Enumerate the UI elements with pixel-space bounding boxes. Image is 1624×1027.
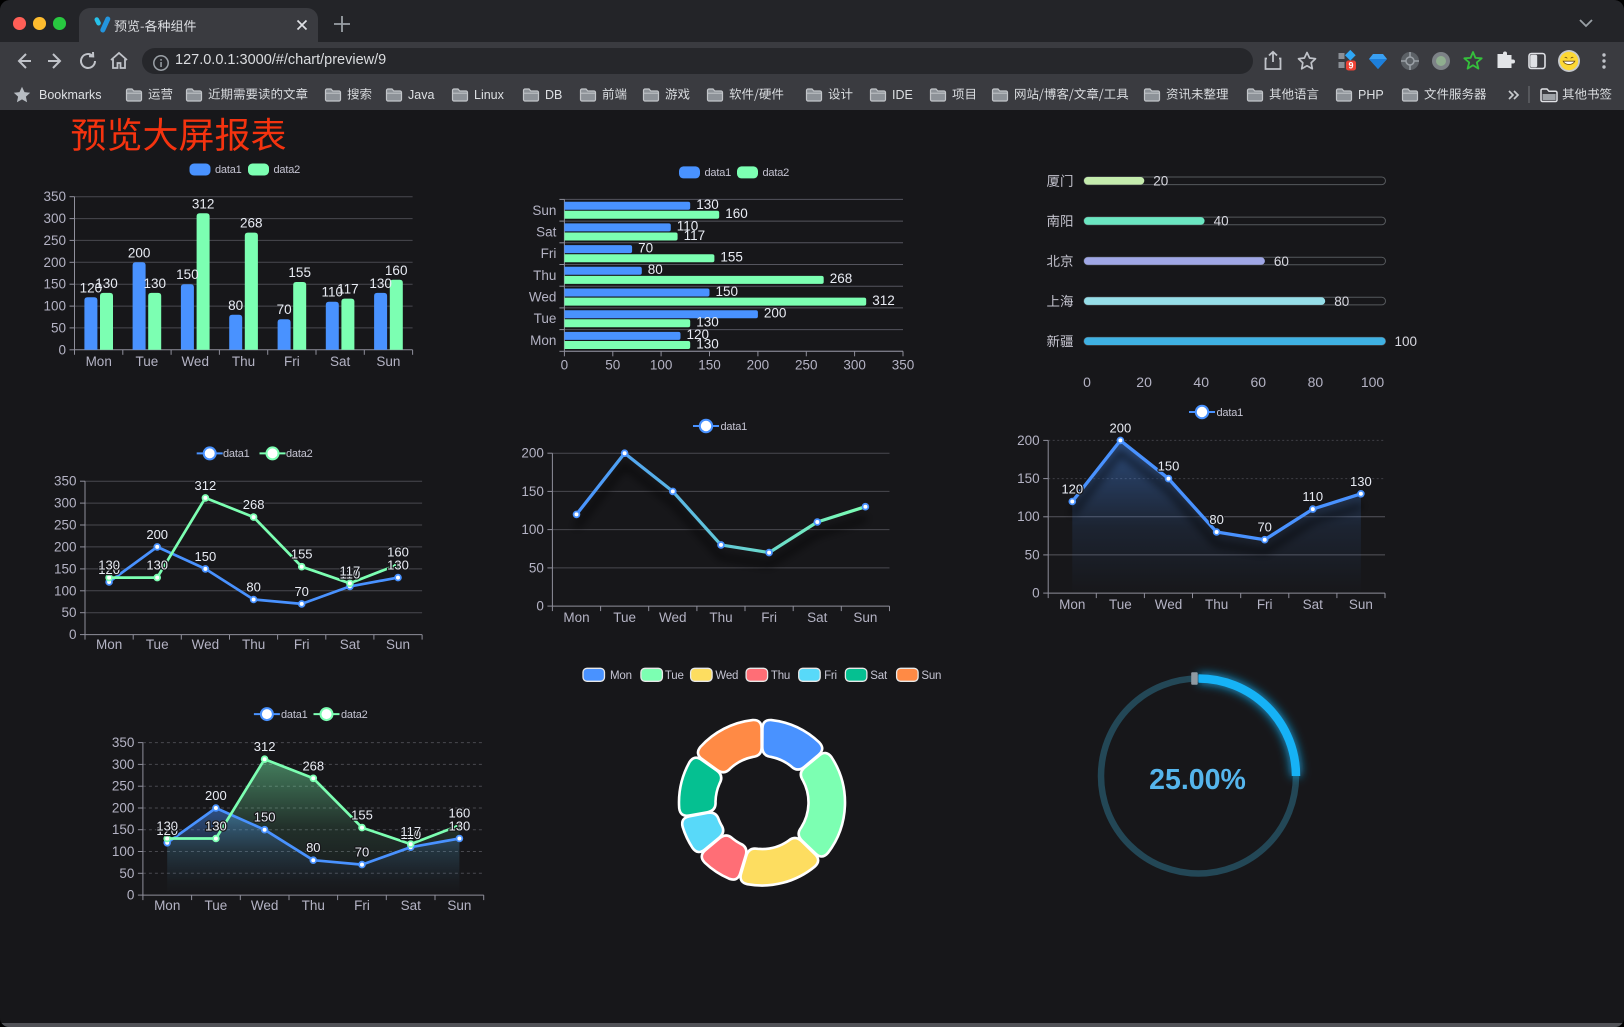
svg-text:9: 9 [1348, 61, 1353, 71]
